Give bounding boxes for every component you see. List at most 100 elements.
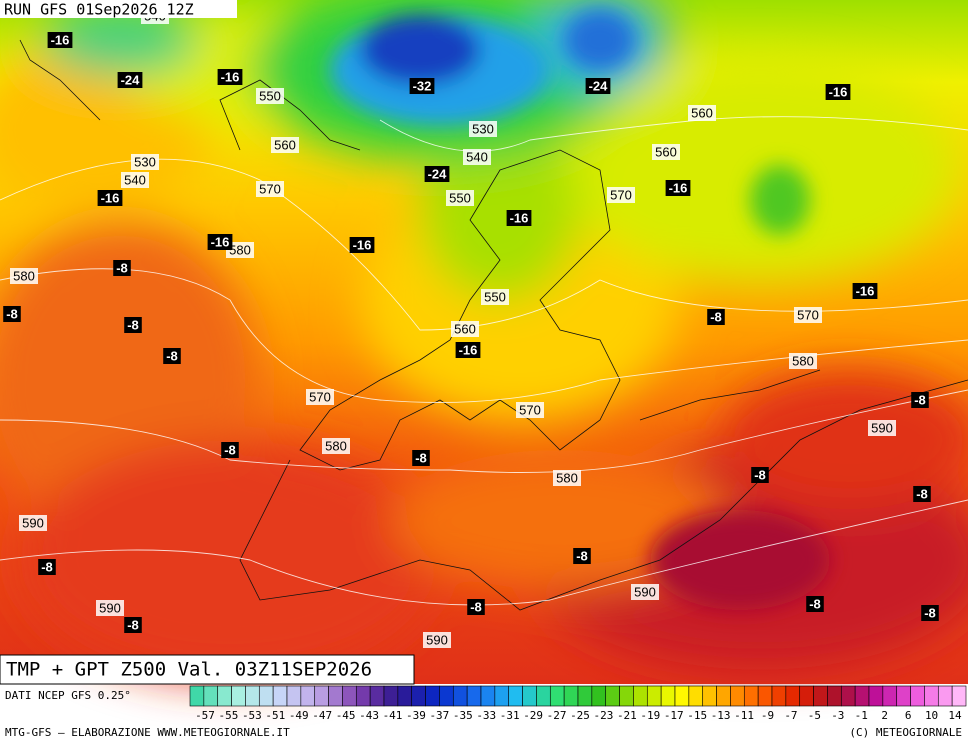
colorbar-box: [757, 685, 773, 707]
colorbar-box: [799, 685, 814, 707]
colorbar-box: [827, 685, 842, 707]
geopotential-label-box: [481, 289, 509, 305]
temperature-label: -8: [116, 260, 128, 275]
colorbar-box: [383, 685, 399, 707]
colorbar-box: [494, 685, 510, 707]
geopotential-label-box: [469, 121, 497, 137]
colorbar-box: [203, 685, 219, 707]
colorbar-label: -3: [831, 709, 844, 722]
colorbar-box: [369, 685, 385, 707]
geopotential-label-box: [794, 307, 822, 323]
temperature-label-box: [124, 317, 142, 333]
temperature-field: [0, 0, 968, 680]
colorbar-label: -1: [855, 709, 868, 722]
colorbar-box: [300, 685, 316, 707]
colorbar-box: [217, 685, 232, 707]
temperature-label-box: [467, 599, 485, 615]
temperature-label-box: [409, 78, 435, 94]
temperature-label-box: [825, 84, 851, 100]
temperature-label-box: [113, 260, 131, 276]
geopotential-label-box: [322, 438, 350, 454]
colorbar-label: -29: [523, 709, 543, 722]
colorbar-source: DATI NCEP GFS 0.25°: [5, 689, 131, 702]
colorbar-box: [840, 685, 856, 707]
temperature-label: -8: [415, 450, 427, 465]
temperature-label-box: [665, 180, 691, 196]
temperature-label-box: [38, 559, 56, 575]
colorbar-box: [342, 685, 357, 707]
temperature-label: -16: [829, 84, 848, 99]
colorbar-box: [660, 685, 676, 707]
cold-core: [330, 10, 830, 610]
geopotential-label: 540: [124, 172, 146, 187]
geopotential-label-box: [789, 353, 817, 369]
colorbar-box: [411, 685, 426, 707]
colorbar-box: [633, 685, 648, 707]
map-title: TMP + GPT Z500 Val. 03Z11SEP2026: [0, 654, 415, 685]
geopotential-label-box: [868, 420, 896, 436]
temperature-label: -8: [224, 442, 236, 457]
colorbar-box: [397, 685, 413, 707]
temperature-label: -16: [353, 237, 372, 252]
geopotential-label: 530: [134, 154, 156, 169]
geopotential-label-box: [553, 470, 581, 486]
geopotential-label-box: [271, 137, 299, 153]
colorbar-label: -31: [500, 709, 520, 722]
temperature-label-box: [424, 166, 450, 182]
temperature-label: -8: [924, 605, 936, 620]
geopotential-label: 550: [484, 289, 506, 304]
geopotential-label-box: [607, 187, 635, 203]
geopotential-label: 540: [466, 149, 488, 164]
temperature-label-box: [412, 450, 430, 466]
temperature-label-box: [506, 210, 532, 226]
temperature-label-box: [921, 605, 939, 621]
colorbar-label: -51: [265, 709, 285, 722]
colorbar-box: [951, 685, 967, 707]
colorbar-label: -33: [476, 709, 496, 722]
geopotential-label: 590: [426, 632, 448, 647]
temperature-label: -24: [121, 72, 141, 87]
geopotential-label-box: [121, 172, 149, 188]
colorbar-label: 10: [925, 709, 938, 722]
colorbar-box: [245, 685, 260, 707]
temperature-label: -8: [470, 599, 482, 614]
colorbar-label: -27: [547, 709, 567, 722]
colorbar-box: [771, 685, 787, 707]
temperature-label: -8: [914, 392, 926, 407]
temperature-label: -16: [211, 234, 230, 249]
temperature-label: -32: [413, 78, 432, 93]
colorbar-box: [314, 685, 329, 707]
geopotential-label-box: [256, 88, 284, 104]
geopotential-label: 590: [871, 420, 893, 435]
geopotential-label-box: [10, 268, 38, 284]
colorbar-box: [231, 685, 246, 707]
geopotential-label-box: [463, 149, 491, 165]
colorbar-label: -25: [570, 709, 590, 722]
colorbar-label: -41: [383, 709, 403, 722]
temperature-label: -8: [127, 617, 139, 632]
colorbar-box: [591, 685, 607, 707]
colorbar-label: 6: [905, 709, 912, 722]
temperature-label: -24: [589, 78, 609, 93]
geopotential-label: 590: [22, 515, 44, 530]
geopotential-label: 560: [454, 321, 476, 336]
map: 5405505305605605405605305405705505705805…: [0, 0, 968, 685]
colorbar-box: [730, 685, 745, 707]
temperature-label-box: [217, 69, 243, 85]
temperature-label: -16: [51, 32, 70, 47]
geopotential-label-box: [516, 402, 544, 418]
geopotential-label: 580: [325, 438, 347, 453]
temperature-label: -8: [809, 596, 821, 611]
map-labels: 5405505305605605405605305405705505705805…: [3, 8, 939, 648]
geopotential-label: 550: [259, 88, 281, 103]
temperature-label: -8: [41, 559, 53, 574]
temperature-label: -8: [166, 348, 178, 363]
colorbar-label: -19: [640, 709, 660, 722]
colorbar-box: [355, 685, 371, 707]
geopotential-label: 580: [556, 470, 578, 485]
colorbar-label: -57: [195, 709, 215, 722]
temperature-label-box: [117, 72, 143, 88]
temperature-label-box: [573, 548, 591, 564]
colorbar-label: -13: [711, 709, 731, 722]
temperature-label-box: [221, 442, 239, 458]
